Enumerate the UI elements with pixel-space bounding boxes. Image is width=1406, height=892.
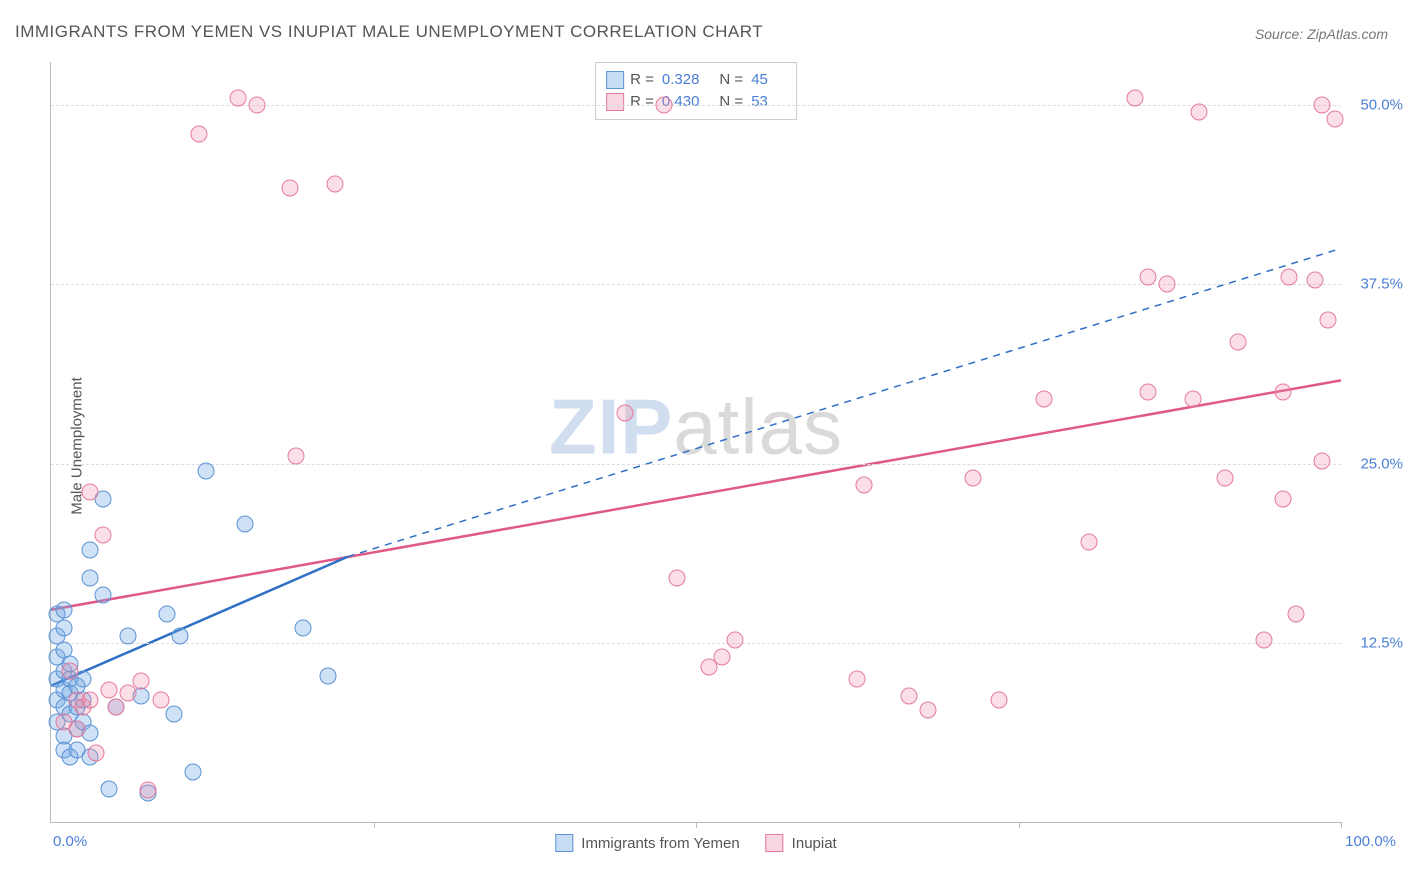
- correlation-legend: R = 0.328 N = 45 R = 0.430 N = 53: [595, 62, 797, 120]
- data-point: [1313, 452, 1330, 469]
- gridline: [51, 643, 1341, 644]
- x-axis-label-min: 0.0%: [53, 833, 87, 850]
- data-point: [991, 692, 1008, 709]
- y-tick-label: 37.5%: [1347, 276, 1403, 293]
- data-point: [172, 627, 189, 644]
- data-point: [249, 97, 266, 114]
- data-point: [1307, 271, 1324, 288]
- data-point: [849, 670, 866, 687]
- y-tick-label: 25.0%: [1347, 455, 1403, 472]
- data-point: [294, 620, 311, 637]
- data-point: [855, 477, 872, 494]
- data-point: [1139, 269, 1156, 286]
- data-point: [94, 587, 111, 604]
- y-tick-label: 12.5%: [1347, 634, 1403, 651]
- data-point: [1139, 383, 1156, 400]
- legend-item-inupiat: Inupiat: [766, 834, 837, 852]
- data-point: [1320, 312, 1337, 329]
- n-value-pink: 53: [751, 91, 768, 113]
- data-point: [152, 692, 169, 709]
- legend-swatch-pink: [606, 93, 624, 111]
- data-point: [920, 702, 937, 719]
- data-point: [1036, 390, 1053, 407]
- r-value-blue: 0.328: [662, 69, 700, 91]
- r-label: R =: [630, 91, 654, 113]
- data-point: [101, 682, 118, 699]
- source-attribution: Source: ZipAtlas.com: [1255, 26, 1388, 42]
- data-point: [133, 673, 150, 690]
- legend-item-yemen: Immigrants from Yemen: [555, 834, 739, 852]
- data-point: [726, 631, 743, 648]
- data-point: [1081, 534, 1098, 551]
- data-point: [88, 745, 105, 762]
- legend-row-blue: R = 0.328 N = 45: [606, 69, 782, 91]
- data-point: [1191, 104, 1208, 121]
- data-point: [55, 601, 72, 618]
- x-tick-mark: [374, 822, 375, 828]
- gridline: [51, 464, 1341, 465]
- data-point: [1313, 97, 1330, 114]
- data-point: [81, 692, 98, 709]
- data-point: [107, 699, 124, 716]
- data-point: [668, 570, 685, 587]
- legend-label-yemen: Immigrants from Yemen: [581, 835, 739, 852]
- data-point: [94, 527, 111, 544]
- data-point: [320, 667, 337, 684]
- r-label: R =: [630, 69, 654, 91]
- scatter-plot-area: ZIPatlas R = 0.328 N = 45 R = 0.430 N = …: [50, 62, 1341, 823]
- legend-swatch-blue: [606, 71, 624, 89]
- chart-title: IMMIGRANTS FROM YEMEN VS INUPIAT MALE UN…: [15, 22, 763, 42]
- data-point: [1184, 390, 1201, 407]
- data-point: [326, 175, 343, 192]
- data-point: [1216, 469, 1233, 486]
- legend-label-inupiat: Inupiat: [792, 835, 837, 852]
- data-point: [1287, 606, 1304, 623]
- series-legend: Immigrants from Yemen Inupiat: [555, 834, 836, 852]
- n-label: N =: [719, 91, 743, 113]
- data-point: [184, 763, 201, 780]
- data-point: [1158, 276, 1175, 293]
- data-point: [900, 687, 917, 704]
- data-point: [236, 515, 253, 532]
- data-point: [1281, 269, 1298, 286]
- y-tick-label: 50.0%: [1347, 97, 1403, 114]
- data-point: [1229, 333, 1246, 350]
- data-point: [617, 405, 634, 422]
- x-tick-mark: [1341, 822, 1342, 828]
- x-tick-mark: [1019, 822, 1020, 828]
- n-value-blue: 45: [751, 69, 768, 91]
- data-point: [81, 541, 98, 558]
- data-point: [120, 627, 137, 644]
- data-point: [1326, 111, 1343, 128]
- data-point: [1255, 631, 1272, 648]
- data-point: [191, 125, 208, 142]
- data-point: [1274, 491, 1291, 508]
- regression-lines: [51, 62, 1341, 822]
- data-point: [197, 462, 214, 479]
- data-point: [81, 570, 98, 587]
- data-point: [159, 606, 176, 623]
- data-point: [1126, 89, 1143, 106]
- data-point: [281, 180, 298, 197]
- data-point: [62, 663, 79, 680]
- data-point: [230, 89, 247, 106]
- data-point: [55, 620, 72, 637]
- legend-swatch-blue: [555, 834, 573, 852]
- data-point: [1274, 383, 1291, 400]
- data-point: [101, 781, 118, 798]
- data-point: [713, 649, 730, 666]
- legend-swatch-pink: [766, 834, 784, 852]
- data-point: [81, 484, 98, 501]
- legend-row-pink: R = 0.430 N = 53: [606, 91, 782, 113]
- n-label: N =: [719, 69, 743, 91]
- data-point: [68, 720, 85, 737]
- data-point: [965, 469, 982, 486]
- x-axis-label-max: 100.0%: [1345, 833, 1396, 850]
- data-point: [655, 97, 672, 114]
- data-point: [288, 448, 305, 465]
- x-tick-mark: [696, 822, 697, 828]
- data-point: [139, 782, 156, 799]
- data-point: [165, 706, 182, 723]
- gridline: [51, 105, 1341, 106]
